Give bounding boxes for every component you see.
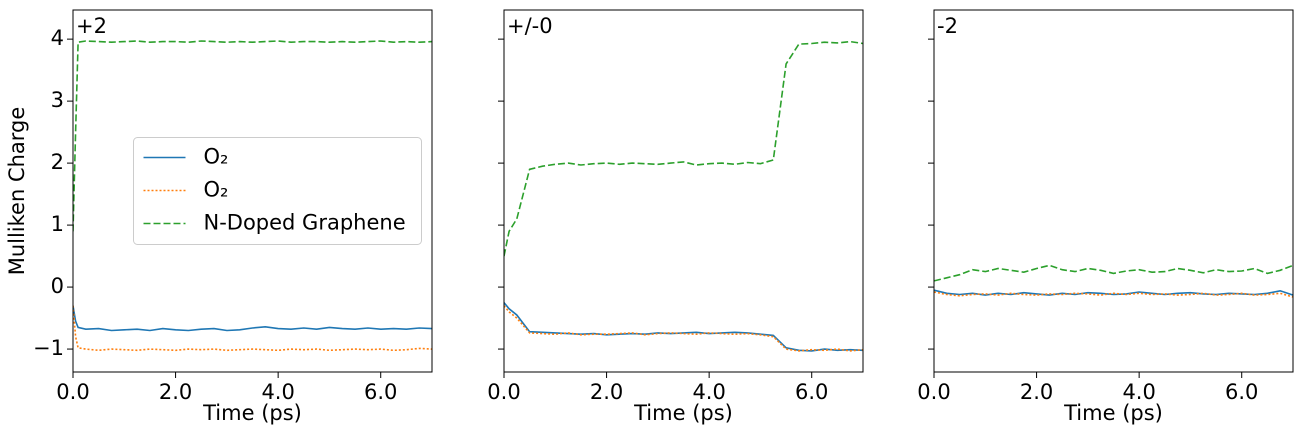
axes-frame [72,9,433,373]
y-tick-label: −1 [33,336,64,360]
x-axis-label: Time (ps) [1063,401,1163,425]
y-tick-label: 1 [51,212,64,236]
legend: O₂ O₂ N-Doped Graphene [133,137,422,245]
plot-area [504,40,863,352]
axes-frame [933,9,1294,373]
x-tick-label: 2.0 [1020,380,1053,404]
y-tick-label: 2 [51,150,64,174]
y-axis-label: Mulliken Charge [5,107,29,276]
plot-area [73,40,432,352]
x-axis-label: Time (ps) [202,401,302,425]
data-line [73,305,432,352]
data-line [504,40,863,257]
data-line [934,291,1293,298]
annotation: -2 [937,14,958,38]
axes-frame [503,9,864,373]
x-tick-label: 4.0 [692,380,725,404]
x-tick-label: 4.0 [261,380,294,404]
x-tick-label: 2.0 [590,380,623,404]
x-tick-label: 0.0 [487,380,520,404]
legend-label: O₂ [204,145,229,169]
x-tick-label: 0.0 [56,380,89,404]
plot-area [934,264,1293,298]
x-tick-label: 2.0 [159,380,192,404]
x-axis-label: Time (ps) [633,401,733,425]
y-tick-label: 0 [51,274,64,298]
legend-label: N-Doped Graphene [204,211,406,235]
data-line [504,302,863,352]
y-tick-label: 4 [51,26,64,50]
legend-label: O₂ [204,178,229,202]
x-tick-label: 6.0 [795,380,828,404]
legend-box [133,137,422,245]
x-tick-label: 6.0 [1225,380,1258,404]
x-tick-label: 4.0 [1122,380,1155,404]
x-tick-label: 0.0 [917,380,950,404]
x-tick-label: 6.0 [364,380,397,404]
data-line [504,305,863,352]
annotation: +2 [76,14,107,38]
annotation: +/-0 [507,14,553,38]
data-line [934,264,1293,282]
data-line [73,40,432,232]
y-tick-label: 3 [51,88,64,112]
data-line [73,305,432,332]
